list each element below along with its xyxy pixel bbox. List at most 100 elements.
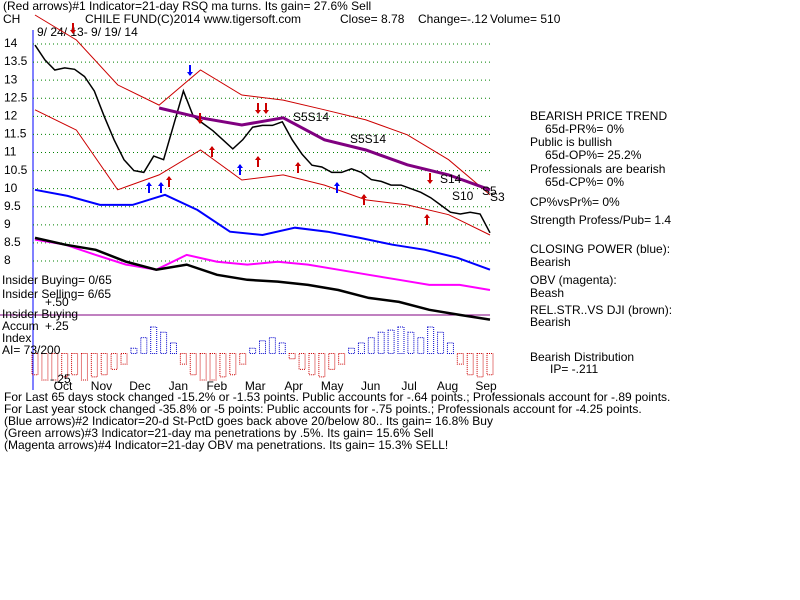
arrow-head	[70, 30, 76, 34]
accum-bar	[298, 353, 306, 370]
accum-bar	[31, 353, 39, 376]
arrow-head	[209, 146, 215, 150]
side-panel-text: Bearish	[530, 255, 571, 269]
accum-bar	[377, 331, 385, 354]
side-panel-text: Bearish	[530, 315, 571, 329]
arrow-head	[237, 164, 243, 168]
left-label: AI= 73/200	[2, 343, 61, 357]
y-tick-label: 10.5	[4, 163, 28, 177]
signal-label: S5S14	[350, 132, 386, 146]
date-range: 9/ 24/ 13- 9/ 19/ 14	[37, 25, 138, 39]
series-line	[34, 14, 491, 196]
accum-bar	[110, 353, 118, 370]
x-tick-label: Aug	[437, 379, 458, 393]
y-tick-label: 9	[4, 217, 11, 231]
accum-bar	[387, 329, 395, 354]
accum-bar	[249, 347, 257, 355]
signal-label: S14	[440, 172, 462, 186]
symbol: CH	[3, 12, 20, 26]
footer-text: (Green arrows)#3 Indicator=21-day ma pen…	[4, 426, 434, 440]
signal-label: S5	[482, 184, 497, 198]
arrow-head	[255, 110, 261, 114]
x-tick-label: Jul	[401, 379, 416, 393]
side-panel-text: 65d-PR%= 0%	[545, 122, 624, 136]
accum-bar	[318, 353, 326, 378]
x-tick-label: Apr	[284, 379, 303, 393]
accum-bar	[427, 326, 435, 354]
series-line	[158, 106, 491, 192]
accum-bar	[407, 331, 415, 354]
x-tick-label: Oct	[54, 379, 73, 393]
side-panel-text: Beash	[530, 286, 564, 300]
arrow-head	[427, 180, 433, 184]
y-tick-label: 11.5	[4, 127, 27, 141]
x-tick-label: Feb	[206, 379, 227, 393]
arrow-head	[255, 156, 261, 160]
x-tick-label: Jun	[361, 379, 380, 393]
accum-bar	[239, 353, 247, 365]
y-tick-label: 10	[4, 181, 18, 195]
footer-text: For Last 65 days stock changed -15.2% or…	[4, 390, 670, 404]
arrow-head	[334, 182, 340, 186]
x-tick-label: Dec	[129, 379, 150, 393]
accum-bar	[209, 353, 217, 381]
accum-bar	[61, 353, 69, 378]
accum-bar	[80, 353, 88, 381]
accum-bar	[160, 331, 168, 354]
left-label: +.50	[45, 295, 69, 309]
arrow-head	[424, 214, 430, 218]
accum-bar	[268, 337, 276, 355]
accum-bar	[140, 337, 148, 355]
accum-bar	[476, 353, 484, 378]
arrow-head	[263, 110, 269, 114]
accum-bar	[288, 353, 296, 360]
accum-bar	[71, 353, 79, 376]
side-panel-text: OBV (magenta):	[530, 273, 617, 287]
y-tick-label: 14	[4, 36, 18, 50]
accum-bar	[437, 331, 445, 354]
series-line	[34, 238, 491, 291]
signal-label: S5S14	[293, 110, 329, 124]
close: Close= 8.78	[340, 12, 405, 26]
y-tick-label: 13.5	[4, 54, 28, 68]
header-line: (Red arrows)#1 Indicator=21-day RSQ ma t…	[3, 0, 371, 13]
x-tick-label: Jan	[169, 379, 188, 393]
series-line	[34, 188, 491, 271]
accum-bar	[130, 347, 138, 355]
x-tick-label: Mar	[245, 379, 266, 393]
accum-tick-label: -.25	[50, 372, 71, 386]
accum-bar	[348, 347, 356, 355]
accum-bar	[229, 353, 237, 376]
accum-bar	[446, 342, 454, 354]
footer-text: (Magenta arrows)#4 Indicator=21-day OBV …	[4, 438, 448, 452]
accum-bar	[486, 353, 494, 376]
arrow-head	[187, 72, 193, 76]
fund-name: CHILE FUND	[85, 12, 157, 26]
side-panel-text: Strength Profess/Pub= 1.4	[530, 213, 671, 227]
y-tick-label: 13	[4, 72, 18, 86]
change: Change=-.12	[418, 12, 488, 26]
accum-bar	[169, 342, 177, 354]
y-tick-label: 9.5	[4, 199, 21, 213]
side-panel-text: 65d-OP%= 25.2%	[545, 148, 642, 162]
accum-bar	[328, 353, 336, 370]
left-label: Insider Buying	[2, 307, 78, 321]
left-label: Insider Buying= 0/65	[2, 273, 112, 287]
side-panel-text: Public is bullish	[530, 135, 612, 149]
series-line	[34, 236, 491, 321]
footer-text: (Blue arrows)#2 Indicator=20-d St-PctD g…	[4, 414, 493, 428]
arrow-head	[158, 182, 164, 186]
arrow-head	[146, 182, 152, 186]
side-panel-text: Bearish Distribution	[530, 350, 634, 364]
side-panel-text: IP= -.211	[550, 362, 598, 376]
left-label: Accum	[2, 319, 39, 333]
side-panel-text: 65d-CP%= 0%	[545, 175, 624, 189]
accum-bar	[51, 353, 59, 381]
accum-bar	[189, 353, 197, 376]
accum-bar	[357, 342, 365, 354]
arrow-head	[361, 194, 367, 198]
accum-bar	[219, 353, 227, 378]
left-label: Index	[2, 331, 31, 345]
